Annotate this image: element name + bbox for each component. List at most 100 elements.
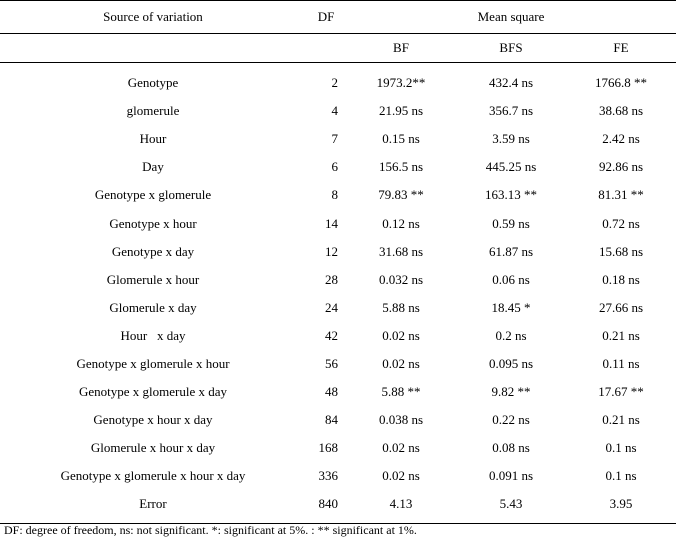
header-blank-df: [306, 33, 346, 63]
cell-source: Genotype x glomerule x hour x day: [60, 468, 246, 484]
cell-bfs: 0.091 ns: [488, 468, 534, 484]
cell-df: 48: [325, 384, 338, 400]
cell-bfs: 18.45 *: [491, 299, 531, 315]
cell-fe: 2.42 ns: [602, 131, 640, 147]
cell-df: 42: [325, 327, 338, 343]
table-row: glomerule 4 21.95 ns 356.7 ns 38.68 ns: [0, 97, 676, 125]
cell-bfs: 445.25 ns: [485, 159, 537, 175]
table-row: Hour 7 0.15 ns 3.59 ns 2.42 ns: [0, 125, 676, 153]
header-fe: FE: [566, 33, 676, 63]
cell-source: Hour x day: [120, 327, 186, 343]
table-row: Genotype 2 1973.2** 432.4 ns 1766.8 **: [0, 63, 676, 98]
cell-source: Genotype x hour: [109, 215, 197, 231]
cell-bf: 0.02 ns: [382, 327, 420, 343]
anova-table: Source of variation DF Mean square BF BF…: [0, 0, 676, 524]
cell-fe: 0.11 ns: [602, 355, 640, 371]
table-row: Day 6 156.5 ns 445.25 ns 92.86 ns: [0, 153, 676, 181]
cell-df: 24: [325, 299, 338, 315]
cell-source: glomerule: [126, 103, 180, 119]
cell-bf: 0.038 ns: [378, 412, 424, 428]
table-row: Glomerule x hour 28 0.032 ns 0.06 ns 0.18 ns: [0, 266, 676, 294]
cell-bf: 79.83 **: [378, 187, 424, 203]
cell-source: Genotype x glomerule: [94, 187, 212, 203]
table-row: Genotype x hour x day 84 0.038 ns 0.22 ns 0.…: [0, 406, 676, 434]
cell-df: 6: [331, 159, 339, 175]
cell-df: 4: [331, 103, 339, 119]
cell-source: Genotype x hour x day: [93, 412, 213, 428]
cell-source: Glomerule x hour: [106, 271, 200, 287]
cell-df: 14: [325, 215, 338, 231]
header-row-1: Source of variation DF Mean square: [0, 0, 676, 34]
cell-source: Genotype: [127, 75, 179, 91]
cell-df: 336: [318, 468, 339, 484]
header-bf: BF: [346, 33, 456, 63]
cell-source: Genotype x glomerule x day: [78, 384, 227, 400]
table-row: Genotype x glomerule x hour 56 0.02 ns 0.09…: [0, 350, 676, 378]
cell-df: 56: [325, 355, 338, 371]
table-row: Genotype x day 12 31.68 ns 61.87 ns 15.68 ns: [0, 238, 676, 266]
cell-df: 840: [306, 490, 346, 524]
cell-bfs: 163.13 **: [485, 187, 537, 203]
cell-bfs: 356.7 ns: [488, 103, 534, 119]
cell-bfs: 61.87 ns: [488, 243, 534, 259]
cell-fe: 0.21 ns: [602, 412, 640, 428]
table-row: Glomerule x hour x day 168 0.02 ns 0.08 ns 0…: [0, 434, 676, 462]
cell-bfs: 0.59 ns: [492, 215, 530, 231]
cell-fe: 0.21 ns: [602, 327, 640, 343]
cell-df: 84: [325, 412, 338, 428]
cell-source: Hour: [139, 131, 167, 147]
cell-bfs: 0.06 ns: [492, 271, 530, 287]
table-row: Genotype x glomerule x hour x day 336 0.02…: [0, 462, 676, 490]
cell-bfs: 432.4 ns: [488, 75, 534, 91]
cell-fe: 81.31 **: [598, 187, 644, 203]
table-row: Error 840 4.13 5.43 3.95: [0, 490, 676, 524]
cell-bf: 31.68 ns: [378, 243, 424, 259]
cell-df: 7: [331, 131, 339, 147]
table-row: Glomerule x day 24 5.88 ns 18.45 * 27.66 ns: [0, 294, 676, 322]
table-row: Genotype x hour 14 0.12 ns 0.59 ns 0.72 ns: [0, 209, 676, 237]
cell-bfs: 0.095 ns: [488, 355, 534, 371]
cell-bfs: 0.22 ns: [492, 412, 530, 428]
header-mean-square: Mean square: [346, 0, 676, 34]
header-blank-source: [0, 33, 306, 63]
cell-fe: 0.18 ns: [602, 271, 640, 287]
cell-bfs: 0.2 ns: [495, 327, 527, 343]
header-row-2: BF BFS FE: [0, 33, 676, 63]
table-row: Genotype x glomerule x day 48 5.88 ** 9.82 …: [0, 378, 676, 406]
cell-fe: 0.72 ns: [602, 215, 640, 231]
cell-bfs: 0.08 ns: [492, 440, 530, 456]
cell-df: 168: [318, 440, 339, 456]
cell-bf: 21.95 ns: [378, 103, 424, 119]
cell-source: Day: [142, 159, 164, 175]
cell-bf: 4.13: [346, 490, 456, 524]
cell-fe: 0.1 ns: [605, 440, 637, 456]
cell-bf: 1973.2**: [376, 75, 426, 91]
cell-bfs: 5.43: [456, 490, 566, 524]
table-row: Genotype x glomerule 8 79.83 ** 163.13 ** 81…: [0, 181, 676, 209]
cell-bf: 0.02 ns: [382, 468, 420, 484]
cell-bfs: 9.82 **: [491, 384, 531, 400]
footnote: DF: degree of freedom, ns: not significa…: [4, 523, 417, 537]
cell-fe: 17.67 **: [598, 384, 644, 400]
cell-source: Glomerule x day: [109, 299, 197, 315]
cell-bf: 0.02 ns: [382, 355, 420, 371]
cell-df: 2: [331, 75, 339, 91]
cell-fe: 27.66 ns: [598, 299, 644, 315]
cell-bf: 156.5 ns: [378, 159, 424, 175]
cell-fe: 0.1 ns: [605, 468, 637, 484]
header-df: DF: [306, 0, 346, 34]
cell-bf: 0.15 ns: [382, 131, 420, 147]
cell-fe: 3.95: [566, 490, 676, 524]
cell-bfs: 3.59 ns: [492, 131, 530, 147]
cell-source: Genotype x day: [111, 243, 195, 259]
cell-bf: 0.02 ns: [382, 440, 420, 456]
cell-fe: 15.68 ns: [598, 243, 644, 259]
cell-source: Genotype x glomerule x hour: [76, 355, 230, 371]
cell-source: Error: [0, 490, 306, 524]
header-bfs: BFS: [456, 33, 566, 63]
table-row: Hour x day 42 0.02 ns 0.2 ns 0.21 ns: [0, 322, 676, 350]
cell-fe: 92.86 ns: [598, 159, 644, 175]
cell-bf: 0.032 ns: [378, 271, 424, 287]
cell-fe: 38.68 ns: [598, 103, 644, 119]
cell-bf: 5.88 ns: [382, 299, 420, 315]
